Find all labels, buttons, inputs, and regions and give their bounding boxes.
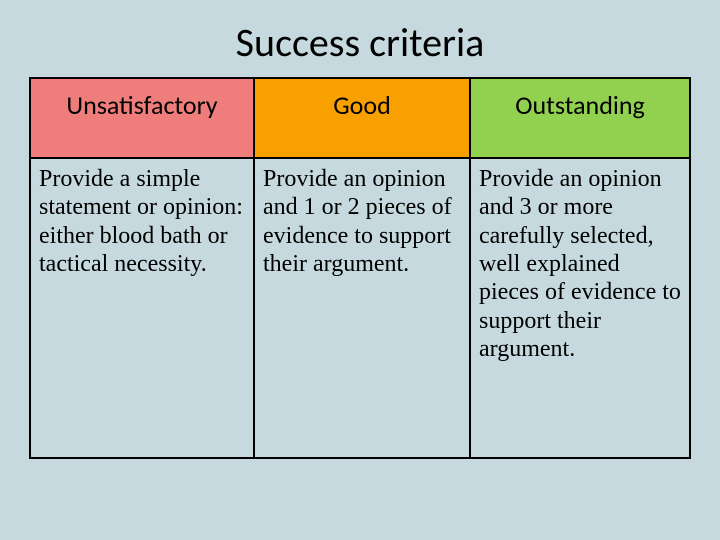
slide-title: Success criteria (0, 0, 720, 77)
table-header-row: Unsatisfactory Good Outstanding (30, 78, 690, 158)
table-row: Provide a simple statement or opinion: e… (30, 158, 690, 458)
cell-unsatisfactory: Provide a simple statement or opinion: e… (30, 158, 254, 458)
header-outstanding: Outstanding (470, 78, 690, 158)
header-unsatisfactory: Unsatisfactory (30, 78, 254, 158)
criteria-table: Unsatisfactory Good Outstanding Provide … (29, 77, 691, 459)
cell-good: Provide an opinion and 1 or 2 pieces of … (254, 158, 470, 458)
slide: { "title": "Success criteria", "table": … (0, 0, 720, 540)
cell-outstanding: Provide an opinion and 3 or more careful… (470, 158, 690, 458)
header-good: Good (254, 78, 470, 158)
